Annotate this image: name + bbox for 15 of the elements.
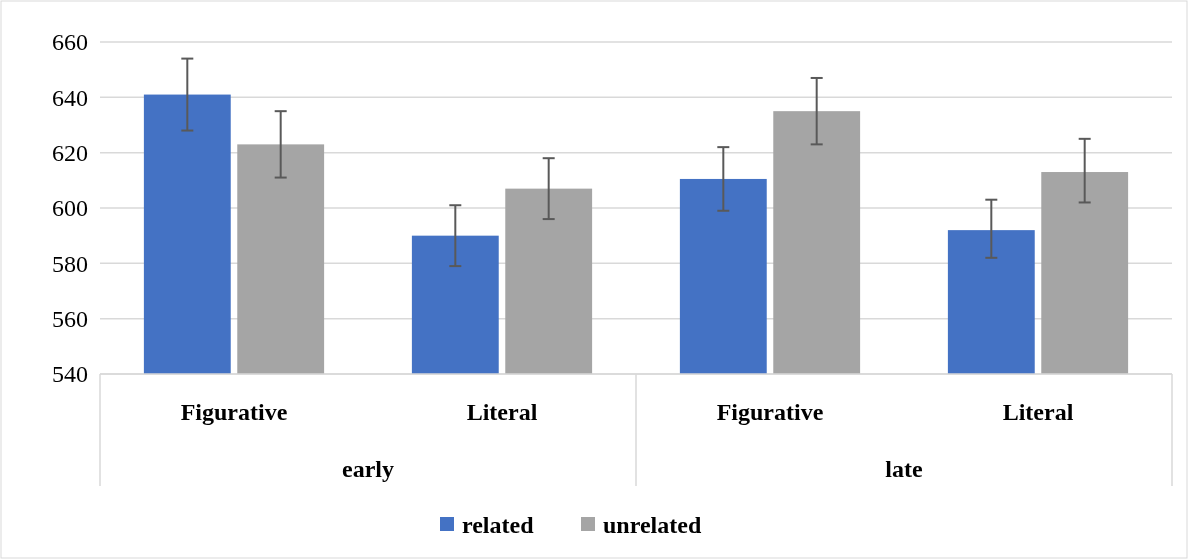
legend-label: unrelated [603,512,702,539]
x-tick-label: Figurative [180,399,288,425]
y-tick-label: 580 [52,250,88,277]
y-tick-label: 560 [52,306,88,333]
y-tick-label: 540 [52,361,88,388]
x-tick-label: Literal [466,399,538,425]
y-tick-label: 600 [52,195,88,222]
y-tick-label: 660 [52,29,88,56]
y-tick-label: 640 [52,84,88,111]
x-tick-label: Literal [1002,399,1074,425]
legend-label: related [462,512,535,539]
x-tick-label: Figurative [716,399,824,425]
text: early [342,456,394,482]
text: late [885,456,923,482]
y-tick-label: 620 [52,140,88,167]
